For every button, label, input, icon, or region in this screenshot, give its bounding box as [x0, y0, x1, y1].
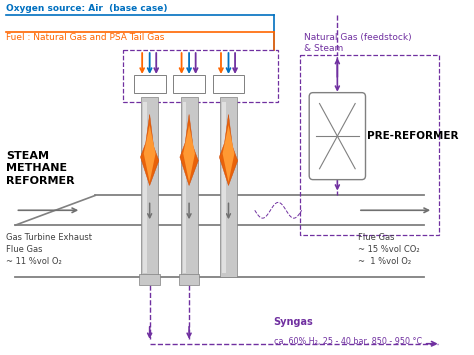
Bar: [139, 274, 160, 285]
Bar: [181, 97, 198, 278]
Polygon shape: [180, 114, 198, 186]
Polygon shape: [219, 114, 237, 186]
Text: Natural Gas (feedstock)
& Steam: Natural Gas (feedstock) & Steam: [303, 33, 411, 53]
Bar: [173, 75, 205, 93]
Text: Oxygen source: Air  (base case): Oxygen source: Air (base case): [6, 4, 168, 12]
Polygon shape: [183, 125, 195, 182]
FancyBboxPatch shape: [309, 93, 365, 180]
Bar: [143, 102, 147, 273]
Text: STEAM
METHANE
REFORMER: STEAM METHANE REFORMER: [6, 151, 75, 186]
Bar: [212, 75, 245, 93]
Text: ca. 60% H₂, 25 - 40 bar, 850 - 950 °C: ca. 60% H₂, 25 - 40 bar, 850 - 950 °C: [273, 337, 422, 346]
Text: Fuel : Natural Gas and PSA Tail Gas: Fuel : Natural Gas and PSA Tail Gas: [6, 33, 164, 42]
Bar: [134, 75, 165, 93]
Text: PRE-REFORMER: PRE-REFORMER: [367, 131, 459, 141]
Text: Flue Gas
~ 15 %vol CO₂
~  1 %vol O₂: Flue Gas ~ 15 %vol CO₂ ~ 1 %vol O₂: [358, 233, 419, 266]
Bar: [179, 274, 200, 285]
Bar: [182, 102, 186, 273]
Polygon shape: [223, 125, 235, 182]
Polygon shape: [144, 125, 155, 182]
Polygon shape: [140, 114, 159, 186]
Text: Syngas: Syngas: [273, 317, 313, 327]
Text: Gas Turbine Exhaust
Flue Gas
~ 11 %vol O₂: Gas Turbine Exhaust Flue Gas ~ 11 %vol O…: [6, 233, 92, 266]
Bar: [300, 55, 439, 235]
Bar: [220, 97, 237, 278]
Bar: [123, 50, 278, 102]
Bar: [141, 97, 158, 278]
Bar: [222, 102, 226, 273]
